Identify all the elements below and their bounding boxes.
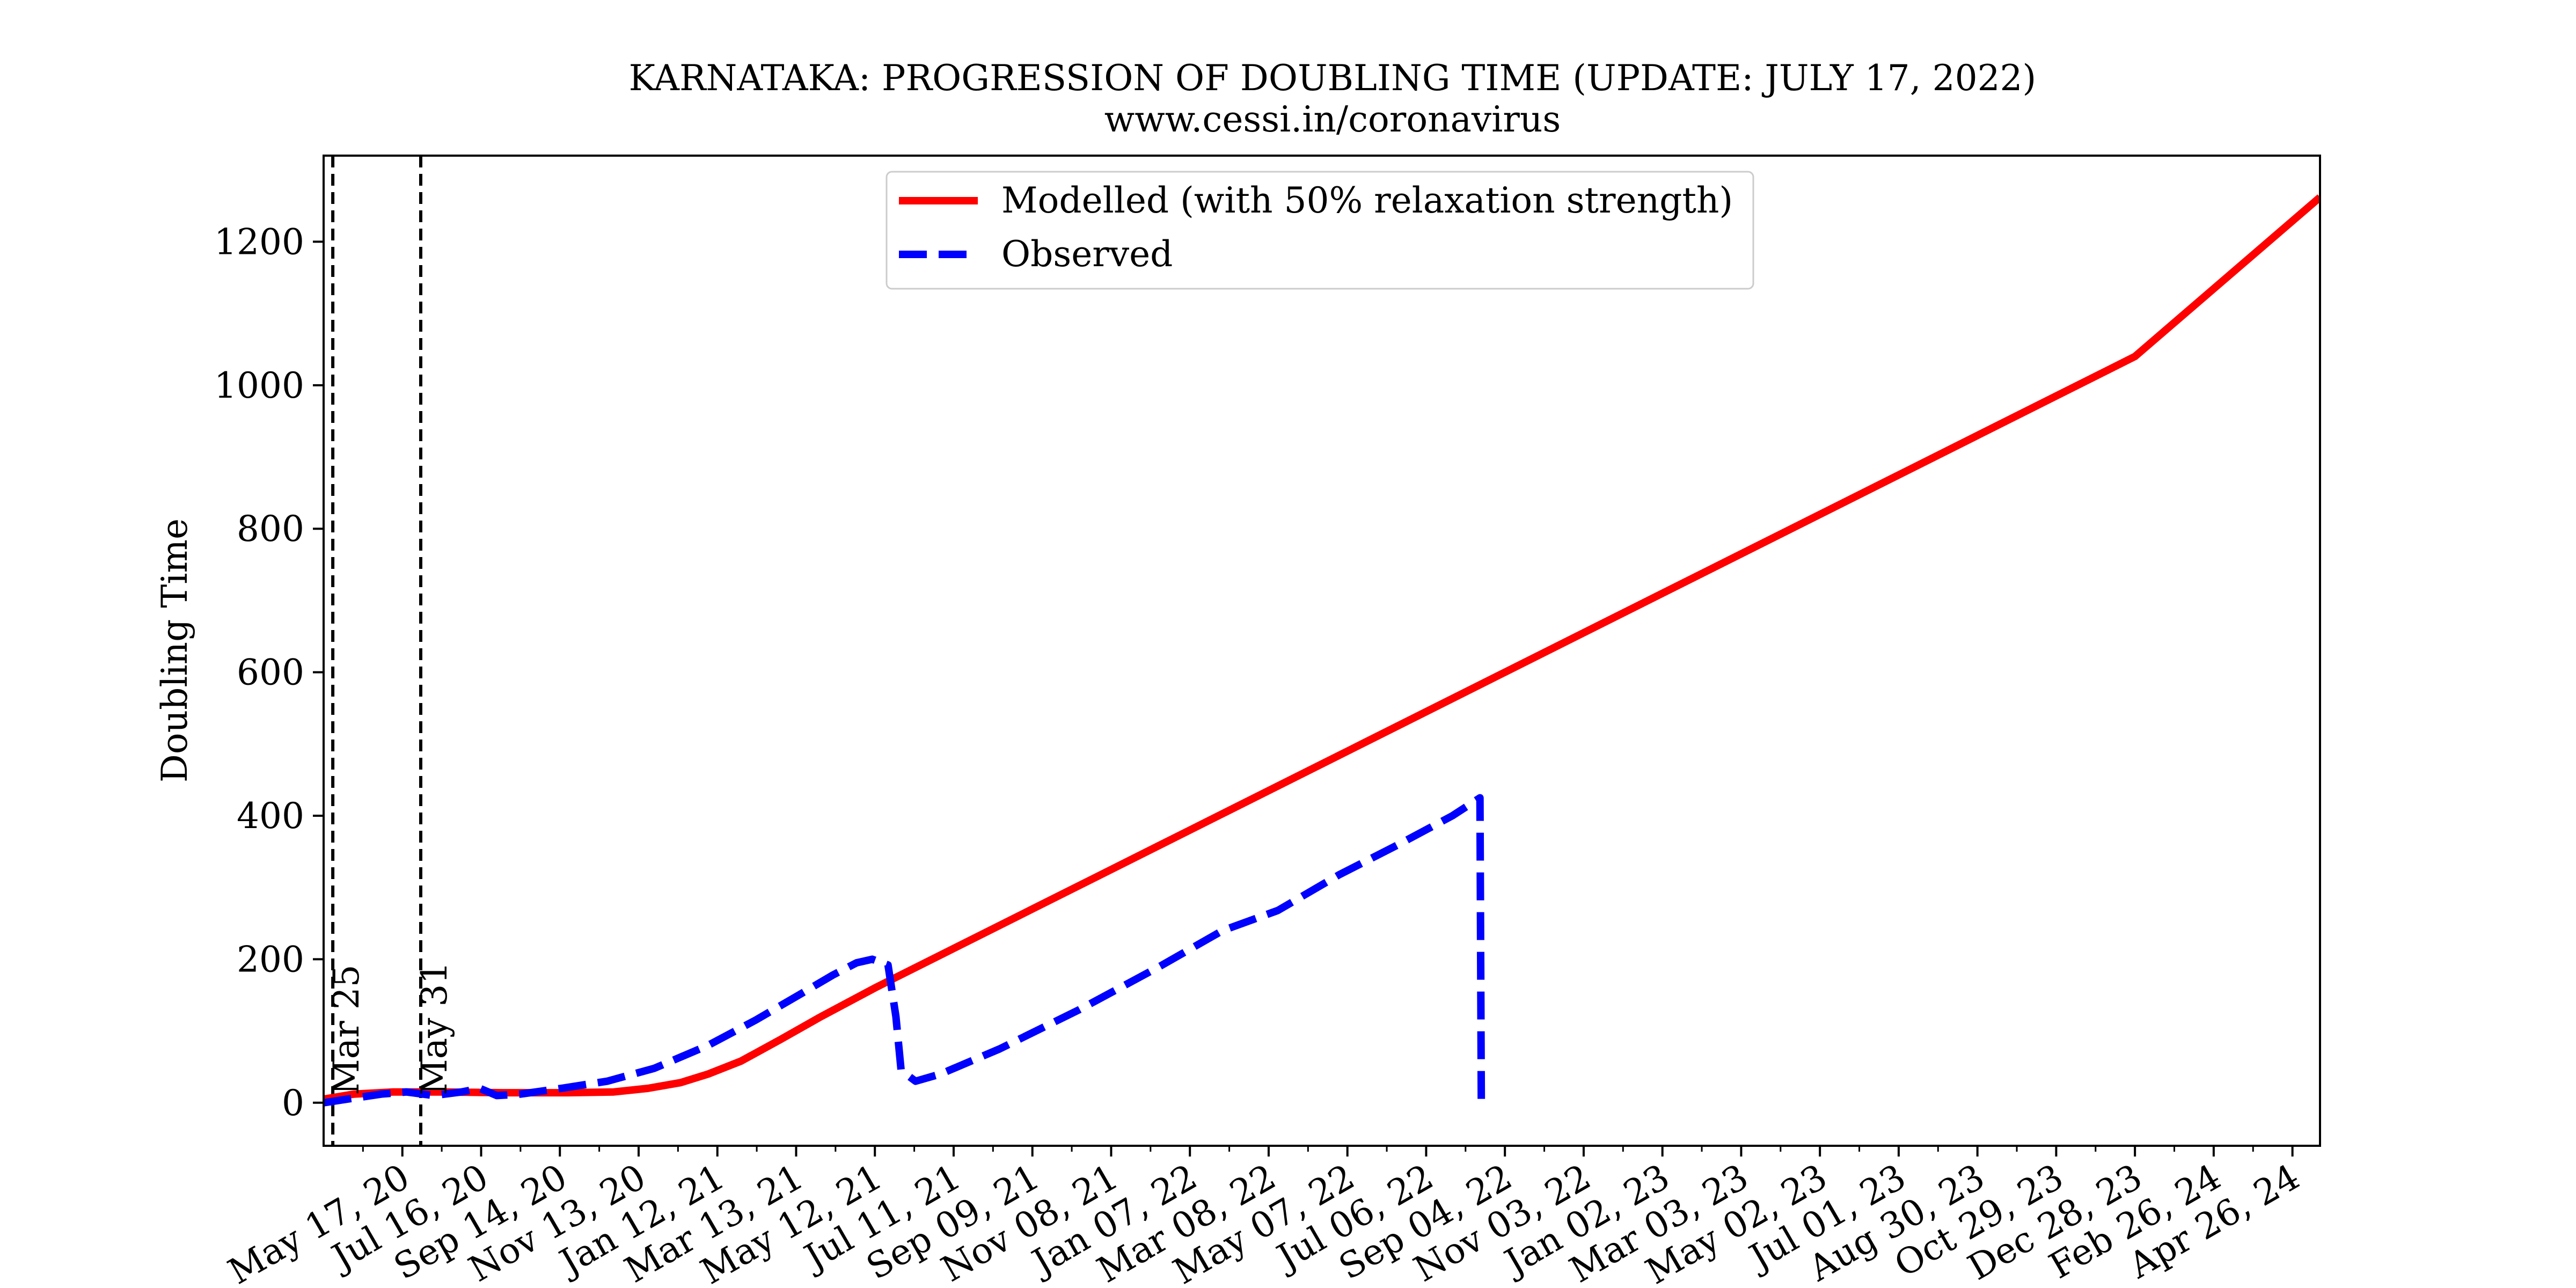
plot-frame bbox=[323, 155, 2321, 1147]
y-tick-label: 1200 bbox=[214, 221, 304, 262]
legend-label-observed: Observed bbox=[1001, 233, 1173, 275]
chart-title: KARNATAKA: PROGRESSION OF DOUBLING TIME … bbox=[629, 57, 2037, 99]
reference-lines bbox=[331, 156, 422, 1146]
legend: Modelled (with 50% relaxation strength) … bbox=[885, 171, 1754, 290]
y-tick-label: 400 bbox=[237, 795, 304, 837]
chart-subtitle: www.cessi.in/coronavirus bbox=[1104, 99, 1561, 140]
plot-area: Mar 25 May 31 bbox=[324, 156, 2320, 1146]
y-tick-label: 200 bbox=[237, 939, 304, 980]
reference-line-label: Mar 25 bbox=[326, 964, 367, 1095]
y-tick-label: 0 bbox=[282, 1082, 304, 1124]
y-tick-label: 800 bbox=[237, 508, 304, 550]
y-tick-label: 600 bbox=[237, 652, 304, 693]
reference-line-label: May 31 bbox=[414, 962, 455, 1095]
legend-box bbox=[885, 171, 1754, 290]
series-layer bbox=[324, 194, 2320, 1107]
y-axis-label: Doubling Time bbox=[154, 518, 195, 782]
series-line-observed bbox=[324, 794, 1485, 1107]
legend-label-modelled: Modelled (with 50% relaxation strength) bbox=[1001, 180, 1733, 221]
y-tick-label: 1000 bbox=[214, 365, 304, 406]
y-axis: 0 200 400 600 800 1000 1200 bbox=[214, 221, 324, 1124]
reference-line-labels: Mar 25 May 31 bbox=[326, 962, 455, 1095]
